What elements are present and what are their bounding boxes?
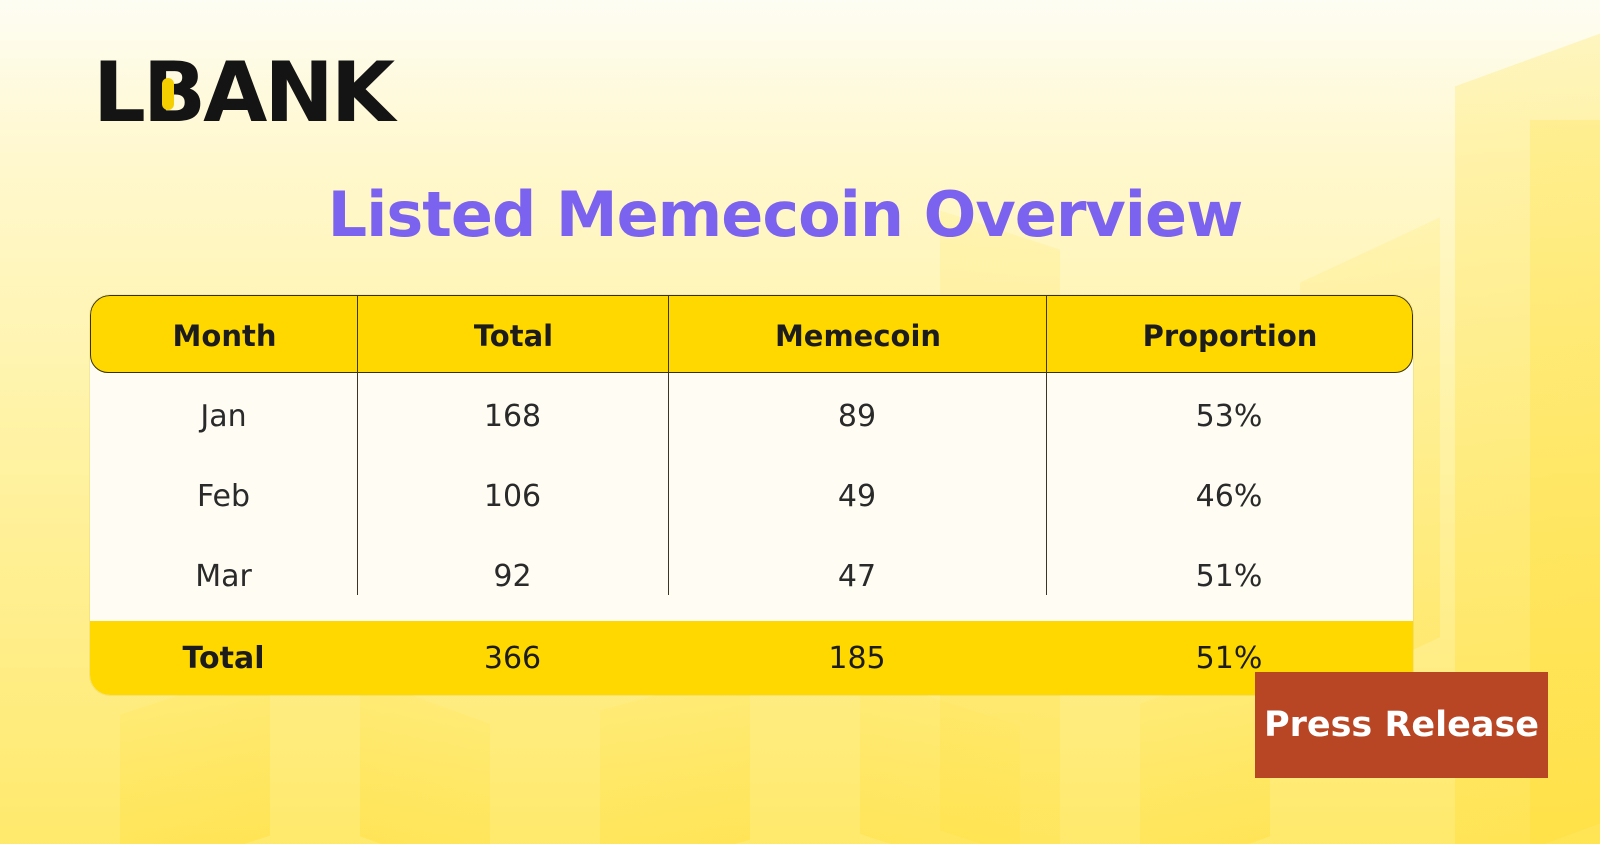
cell-month: Jan xyxy=(200,399,247,434)
bottom-border xyxy=(0,844,1600,860)
page-title: Listed Memecoin Overview xyxy=(327,178,1244,251)
logo-letter-l: L xyxy=(93,44,146,141)
cell-proportion: 53% xyxy=(1195,399,1263,434)
cell-proportion: 51% xyxy=(1195,559,1263,594)
table-row: Mar 92 47 51% xyxy=(90,537,1413,617)
cell-proportion: 46% xyxy=(1195,479,1263,514)
logo-letter-b-mark: B xyxy=(142,44,206,141)
cell-month: Mar xyxy=(195,559,252,594)
total-memecoin: 185 xyxy=(828,641,886,676)
total-total: 366 xyxy=(483,641,542,676)
cell-memecoin: 89 xyxy=(837,399,877,434)
column-divider xyxy=(357,295,358,595)
column-header-month: Month xyxy=(172,319,277,353)
cell-total: 168 xyxy=(483,399,542,434)
total-proportion: 51% xyxy=(1195,641,1263,676)
memecoin-table: Month Total Memecoin Proportion Jan 168 … xyxy=(90,295,1413,695)
background-shape xyxy=(360,676,490,860)
logo-letters-ank: ANK xyxy=(203,44,395,141)
column-header-memecoin: Memecoin xyxy=(774,319,942,353)
press-release-badge: Press Release xyxy=(1255,672,1548,778)
column-divider xyxy=(668,295,669,595)
column-divider xyxy=(1046,295,1047,595)
column-header-total: Total xyxy=(473,319,554,353)
cell-month: Feb xyxy=(196,479,251,514)
table-total-row: Total 366 185 51% xyxy=(90,621,1413,695)
lbank-logo: LBANK xyxy=(93,44,395,141)
table-row: Jan 168 89 53% xyxy=(90,377,1413,457)
cell-memecoin: 47 xyxy=(837,559,877,594)
cell-total: 92 xyxy=(493,559,532,594)
background-shape xyxy=(600,669,750,860)
column-header-proportion: Proportion xyxy=(1142,319,1318,353)
table-row: Feb 106 49 46% xyxy=(90,457,1413,537)
cell-total: 106 xyxy=(483,479,542,514)
cell-memecoin: 49 xyxy=(837,479,877,514)
total-label: Total xyxy=(182,641,265,676)
table-header-row: Month Total Memecoin Proportion xyxy=(90,295,1413,373)
